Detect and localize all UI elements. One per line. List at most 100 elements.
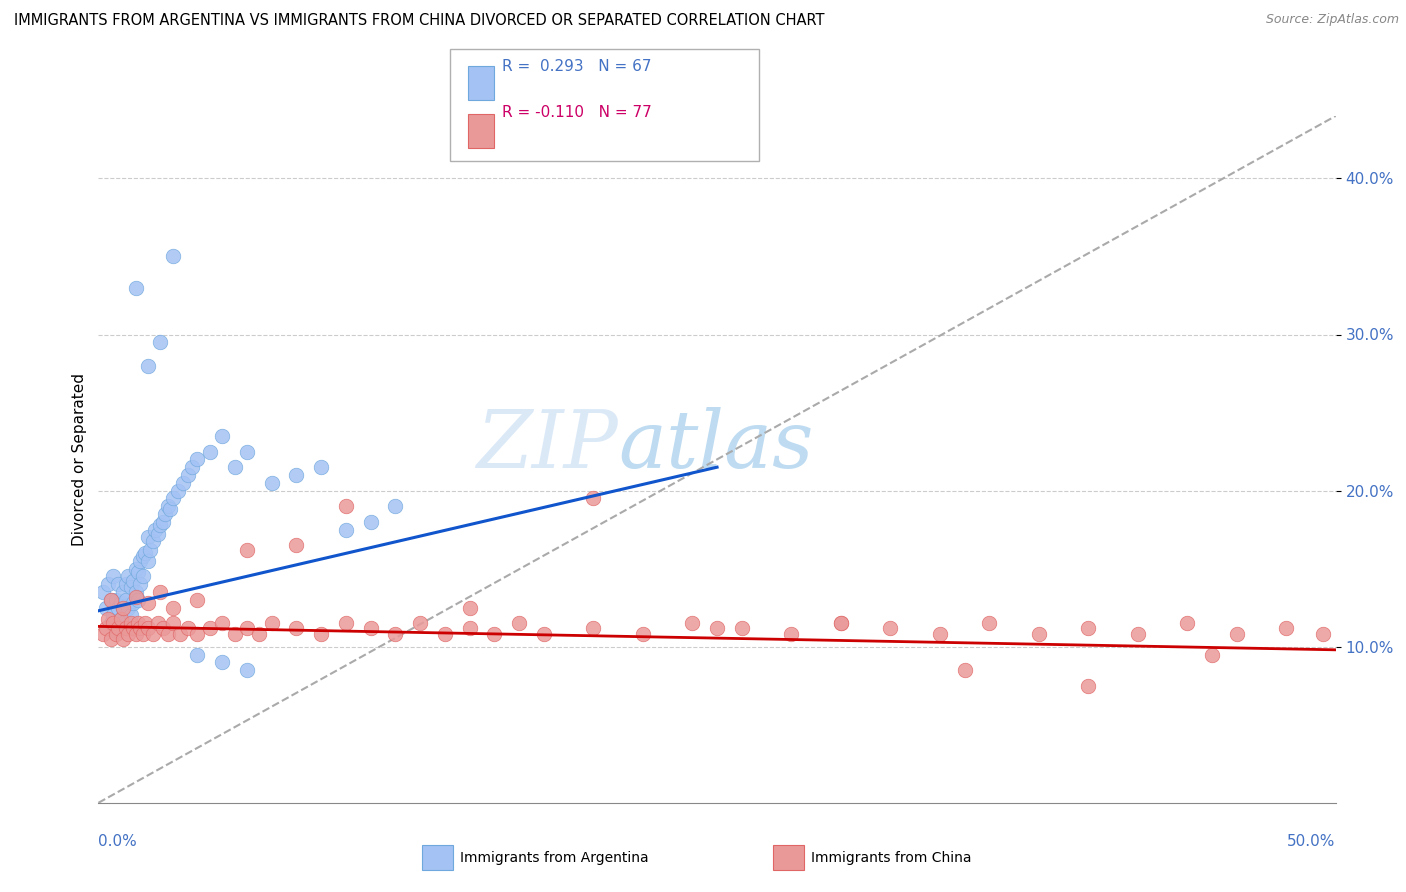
Point [458, 621, 481, 635]
Point [94, 600, 117, 615]
Point [176, 621, 198, 635]
Point [103, 616, 125, 631]
Point [136, 621, 159, 635]
Point [156, 500, 179, 514]
Point [335, 500, 357, 514]
Point [110, 596, 132, 610]
Text: ZIP: ZIP [477, 407, 619, 484]
Point [110, 612, 132, 626]
Point [136, 359, 159, 373]
Point [211, 429, 233, 443]
Point [172, 475, 194, 490]
Point [134, 546, 156, 560]
Point [533, 627, 555, 641]
Point [156, 627, 179, 641]
Text: Immigrants from China: Immigrants from China [811, 851, 972, 865]
Point [149, 585, 172, 599]
Point [458, 600, 481, 615]
Point [285, 538, 308, 552]
Point [953, 663, 976, 677]
Point [1077, 679, 1099, 693]
Point [134, 616, 156, 631]
Text: R =  0.293   N = 67: R = 0.293 N = 67 [502, 59, 651, 74]
Text: Source: ZipAtlas.com: Source: ZipAtlas.com [1265, 13, 1399, 27]
Point [830, 616, 852, 631]
Point [162, 250, 184, 264]
Point [260, 475, 283, 490]
Point [236, 542, 259, 557]
Point [186, 592, 208, 607]
Point [162, 616, 184, 631]
Point [129, 577, 152, 591]
Point [136, 596, 159, 610]
Point [236, 621, 259, 635]
Point [124, 585, 146, 599]
Point [384, 500, 406, 514]
Point [211, 616, 233, 631]
Point [166, 483, 188, 498]
Point [582, 621, 605, 635]
Point [124, 627, 146, 641]
Point [136, 530, 159, 544]
Point [120, 581, 142, 595]
Point [127, 565, 149, 579]
Point [335, 616, 357, 631]
Point [117, 627, 139, 641]
Point [139, 542, 162, 557]
Point [879, 621, 901, 635]
Point [169, 627, 191, 641]
Point [110, 612, 132, 626]
Point [260, 616, 283, 631]
Point [360, 515, 382, 529]
Point [142, 533, 165, 548]
Point [93, 627, 115, 641]
Point [224, 460, 246, 475]
Point [132, 549, 155, 564]
Point [236, 663, 259, 677]
Point [136, 554, 159, 568]
Point [127, 616, 149, 631]
Text: Immigrants from Argentina: Immigrants from Argentina [460, 851, 648, 865]
Point [162, 491, 184, 506]
Point [979, 616, 1001, 631]
Point [706, 621, 728, 635]
Point [100, 592, 122, 607]
Point [176, 467, 198, 482]
Point [146, 527, 169, 541]
Point [236, 444, 259, 458]
Point [93, 585, 115, 599]
Point [103, 569, 125, 583]
Point [335, 523, 357, 537]
Point [112, 585, 135, 599]
Point [1312, 627, 1334, 641]
Point [224, 627, 246, 641]
Point [631, 627, 654, 641]
Point [143, 523, 166, 537]
Point [104, 592, 127, 607]
Point [1077, 621, 1099, 635]
Point [104, 627, 127, 641]
Point [928, 627, 950, 641]
Y-axis label: Divorced or Separated: Divorced or Separated [72, 373, 87, 546]
Point [129, 621, 152, 635]
Point [97, 612, 120, 626]
Point [285, 621, 308, 635]
Point [112, 616, 135, 631]
Text: R = -0.110   N = 77: R = -0.110 N = 77 [502, 105, 652, 120]
Point [1028, 627, 1050, 641]
Point [198, 444, 221, 458]
Point [103, 608, 125, 623]
Point [112, 600, 135, 615]
Point [142, 627, 165, 641]
Point [122, 596, 145, 610]
Text: IMMIGRANTS FROM ARGENTINA VS IMMIGRANTS FROM CHINA DIVORCED OR SEPARATED CORRELA: IMMIGRANTS FROM ARGENTINA VS IMMIGRANTS … [14, 13, 824, 29]
Text: 0.0%: 0.0% [98, 834, 138, 849]
Point [830, 616, 852, 631]
Text: atlas: atlas [619, 407, 814, 484]
Point [129, 554, 152, 568]
Point [114, 621, 136, 635]
Point [114, 577, 136, 591]
Point [433, 627, 456, 641]
Point [149, 517, 172, 532]
Point [159, 502, 181, 516]
